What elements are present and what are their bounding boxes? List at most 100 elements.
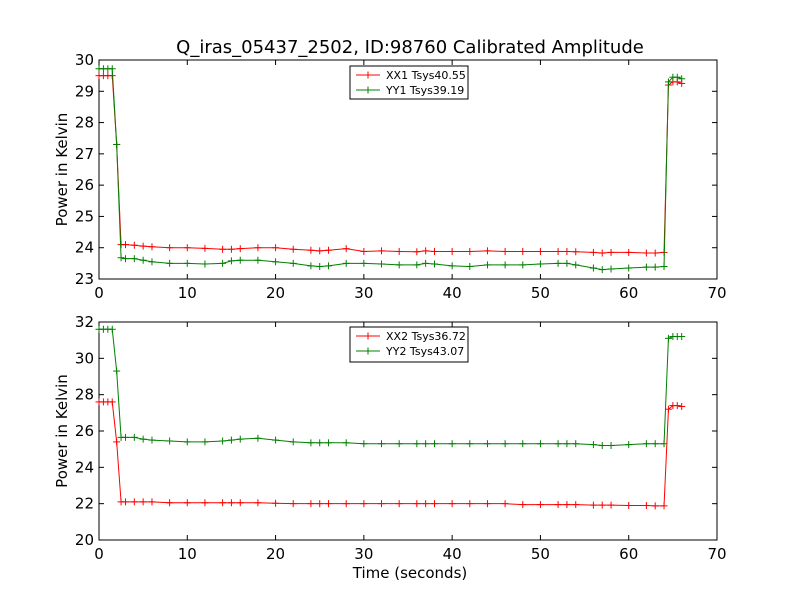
data-point-marker — [254, 499, 262, 507]
data-point-marker — [519, 261, 527, 269]
data-point-marker — [430, 247, 438, 255]
data-point-marker — [378, 260, 386, 268]
data-point-marker — [563, 440, 571, 448]
data-point-marker — [483, 500, 491, 508]
x-tick-label: 20 — [266, 545, 285, 563]
data-point-marker — [219, 259, 227, 267]
data-point-marker — [673, 73, 681, 81]
data-point-marker — [589, 248, 597, 256]
data-point-marker — [395, 247, 403, 255]
x-tick-label: 0 — [94, 284, 104, 302]
data-point-marker — [598, 249, 606, 257]
data-point-marker — [121, 433, 129, 441]
legend-entry: YY1 Tsys39.19 — [356, 84, 464, 97]
data-point-marker — [227, 245, 235, 253]
data-point-marker — [501, 247, 509, 255]
y-axis-label: Power in Kelvin — [53, 113, 71, 227]
x-tick-label: 70 — [707, 545, 726, 563]
legend-label: YY1 Tsys39.19 — [385, 84, 464, 97]
data-point-marker — [236, 499, 244, 507]
x-tick-label: 10 — [178, 545, 197, 563]
data-point-marker — [554, 501, 562, 509]
x-tick-label: 50 — [531, 545, 550, 563]
data-point-marker — [342, 439, 350, 447]
data-point-marker — [130, 241, 138, 249]
data-point-marker — [642, 249, 650, 257]
legend-entry: YY2 Tsys43.07 — [356, 345, 464, 358]
data-point-marker — [139, 435, 147, 443]
data-point-marker — [139, 498, 147, 506]
x-axis-label: Time (seconds) — [352, 564, 468, 582]
data-point-marker — [483, 247, 491, 255]
data-point-marker — [113, 438, 121, 446]
data-point-marker — [448, 500, 456, 508]
data-point-marker — [289, 245, 297, 253]
data-point-marker — [289, 500, 297, 508]
data-point-marker — [651, 263, 659, 271]
y-tick-label: 26 — [75, 422, 94, 440]
data-point-marker — [121, 498, 129, 506]
data-point-marker — [166, 437, 174, 445]
y-tick-label: 20 — [75, 531, 94, 549]
data-point-marker — [625, 501, 633, 509]
y-tick-label: 23 — [75, 270, 94, 288]
data-point-marker — [536, 260, 544, 268]
data-point-marker — [289, 259, 297, 267]
data-point-marker — [342, 245, 350, 253]
data-point-marker — [422, 440, 430, 448]
data-point-marker — [166, 499, 174, 507]
data-point-marker — [660, 262, 668, 270]
data-point-marker — [664, 405, 672, 413]
data-point-marker — [183, 499, 191, 507]
data-point-marker — [466, 262, 474, 270]
data-point-marker — [651, 440, 659, 448]
data-point-marker — [422, 247, 430, 255]
data-point-marker — [272, 436, 280, 444]
data-point-marker — [678, 333, 686, 341]
data-point-marker — [466, 500, 474, 508]
data-point-marker — [395, 261, 403, 269]
data-point-marker — [572, 261, 580, 269]
data-point-marker — [519, 440, 527, 448]
data-point-marker — [201, 244, 209, 252]
data-point-marker — [519, 247, 527, 255]
data-point-marker — [342, 259, 350, 267]
x-tick-label: 40 — [443, 284, 462, 302]
data-point-marker — [483, 440, 491, 448]
chart-title: Q_iras_05437_2502, ID:98760 Calibrated A… — [176, 37, 644, 58]
data-point-marker — [448, 247, 456, 255]
data-point-marker — [219, 499, 227, 507]
x-tick-label: 60 — [619, 284, 638, 302]
data-point-marker — [430, 440, 438, 448]
data-point-marker — [554, 259, 562, 267]
data-point-marker — [201, 499, 209, 507]
data-point-marker — [121, 241, 129, 249]
data-point-marker — [413, 261, 421, 269]
data-point-marker — [316, 247, 324, 255]
y-tick-label: 27 — [75, 145, 94, 163]
data-point-marker — [360, 247, 368, 255]
data-point-marker — [342, 500, 350, 508]
data-point-marker — [563, 501, 571, 509]
data-point-marker — [572, 501, 580, 509]
data-point-marker — [360, 440, 368, 448]
data-point-marker — [572, 248, 580, 256]
data-point-marker — [108, 65, 116, 73]
data-point-marker — [642, 440, 650, 448]
data-point-marker — [148, 436, 156, 444]
x-tick-label: 60 — [619, 545, 638, 563]
legend-label: XX1 Tsys40.55 — [386, 69, 466, 82]
legend-entry: XX1 Tsys40.55 — [356, 69, 466, 82]
data-point-marker — [272, 244, 280, 252]
data-point-marker — [360, 500, 368, 508]
data-point-marker — [316, 439, 324, 447]
panel-bottom: 0 10 20 30 40 50 60 70 20 22 24 26 28 30 32 Power in Ke… — [53, 313, 727, 563]
data-point-marker — [422, 259, 430, 267]
x-tick-label: 30 — [354, 545, 373, 563]
data-point-marker — [413, 440, 421, 448]
data-point-marker — [413, 500, 421, 508]
data-point-marker — [227, 436, 235, 444]
data-point-marker — [589, 501, 597, 509]
data-point-marker — [598, 442, 606, 450]
data-point-marker — [325, 246, 333, 254]
